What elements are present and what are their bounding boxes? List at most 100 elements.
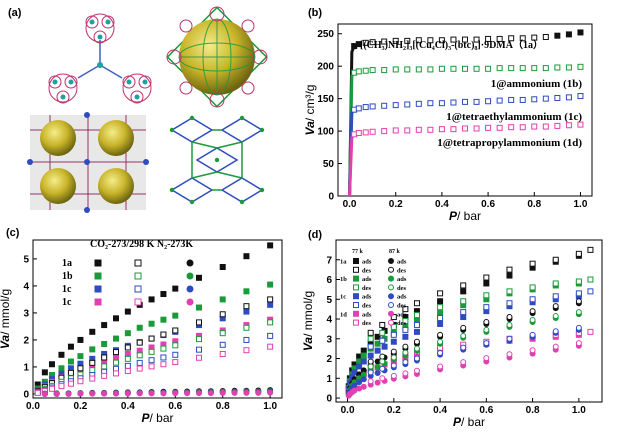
chart-b-y-axis-label: Va/ cm³/g [303, 85, 317, 136]
chart-d-xtick-label: 1.0 [572, 405, 586, 416]
chart-c-point [89, 367, 96, 374]
chart-b-point [496, 97, 503, 104]
chart-d-point [367, 378, 374, 385]
chart-d-point [413, 328, 420, 335]
chart-b-point [577, 121, 584, 128]
chart-c-ytick-label: 0 [23, 389, 29, 400]
chart-c-point [196, 304, 202, 311]
chart-b-point [355, 68, 362, 75]
chart-c-point [89, 328, 96, 335]
chart-d-point [356, 363, 363, 370]
chart-c-legend-marker [94, 272, 102, 280]
chart-d-ytick-label: 0 [326, 394, 332, 405]
chart-b-point [565, 64, 572, 71]
chart-d-point [437, 290, 444, 297]
chart-d-point [460, 314, 467, 321]
chart-d-xtick-label: 0.4 [433, 405, 447, 416]
chart-c-point [89, 390, 96, 397]
chart-b-point [508, 96, 515, 103]
chart-c-point [124, 330, 131, 337]
chart-b-xtick-label: 1.0 [574, 199, 588, 210]
chart-c-point [148, 357, 155, 364]
chart-d-point [374, 333, 381, 340]
chart-b-point [404, 127, 411, 134]
chart-d-point [587, 288, 594, 295]
chart-d-point [367, 352, 374, 359]
chart-d-point [460, 282, 467, 289]
chart-d-ytick-label: 3 [326, 334, 332, 345]
chart-d-xtick-label: 0.8 [526, 405, 540, 416]
chart-c-point [184, 390, 191, 397]
chart-d-point [529, 347, 536, 354]
chart-c-point [148, 320, 155, 327]
chart-d-legend-text: des [397, 303, 407, 310]
chart-c-point [243, 336, 250, 343]
chart-c-point [65, 390, 72, 397]
chart-b-point [473, 98, 480, 105]
chart-d-point [367, 369, 374, 376]
chart-c-legend-marker [186, 259, 194, 267]
chart-c-point [77, 378, 84, 385]
chart-c-point [172, 342, 179, 349]
chart-c-point [67, 343, 74, 350]
chart-d-point [506, 321, 513, 328]
chart-b-point [496, 65, 503, 72]
chart-d-point [460, 288, 467, 295]
chart-d-ytick-label: 5 [326, 295, 332, 306]
chart-c-point [67, 358, 74, 365]
chart-d-legend-marker [388, 310, 394, 317]
chart-d-point [587, 328, 594, 335]
chart-c-point [67, 380, 74, 387]
chart-c-point [58, 351, 65, 358]
chart-d-point [402, 318, 409, 324]
chart-d-point [413, 312, 420, 319]
chart-d-point [552, 328, 559, 335]
chart-d-point [437, 298, 444, 305]
chart-d: 0.0 0.2 0.4 0.6 0.8 1.0 0 1 2 3 4 5 6 7 P/ bar Va/ mmol… [301, 239, 603, 429]
chart-b-point [577, 93, 584, 100]
chart-c-point [196, 336, 202, 343]
chart-b-point [473, 36, 480, 43]
chart-c-point [243, 288, 250, 295]
chart-b-point [508, 35, 515, 42]
chart-c-point [101, 340, 108, 347]
panel-a: (a) [8, 6, 268, 213]
chart-b-point [362, 39, 369, 46]
chart-d-point [390, 354, 397, 361]
chart-d-legend-marker [388, 258, 394, 264]
chart-b-point [508, 65, 515, 72]
chart-d-legend-marker [353, 284, 359, 291]
chart-d-ytick-label: 4 [326, 315, 332, 326]
chart-b-point [485, 98, 492, 105]
chart-d-legend-label: 1c [340, 294, 346, 301]
chart-d-point [552, 293, 559, 300]
chart-c-point [101, 372, 108, 379]
chart-b-point [554, 64, 561, 71]
chart-b-point [381, 38, 388, 45]
chart-d-point [367, 358, 374, 365]
panel-a-label: (a) [8, 7, 22, 19]
chart-c-point [89, 359, 96, 366]
chart-d-point [483, 304, 490, 311]
chart-c-point [113, 354, 119, 361]
chart-d-point [575, 290, 582, 297]
chart-b-point [462, 98, 468, 105]
chart-c-ytick-label: 4 [23, 281, 29, 292]
chart-c-legend-marker [186, 272, 194, 280]
chart-c-xtick-label: 1.0 [263, 401, 277, 412]
chart-c-point [267, 281, 274, 288]
chart-b-point [450, 126, 457, 133]
chart-c-point [219, 311, 226, 318]
chart-d-legend-header: 87 k [389, 249, 401, 255]
chart-c-ytick-label: 2 [23, 335, 29, 346]
chart-c-point [41, 390, 48, 397]
chart-c-point [124, 390, 131, 397]
chart-b-point [485, 35, 492, 42]
chart-d-point [506, 335, 513, 342]
chart-b-point [542, 95, 549, 102]
chart-d-point [390, 338, 397, 345]
chart-d-point [483, 340, 490, 347]
chart-c-point [148, 348, 155, 355]
chart-b: 0.0 0.2 0.4 0.6 0.8 1.0 0 50 100 150 200 250 P/ bar V… [303, 23, 593, 223]
chart-c-legend-marker [94, 259, 102, 267]
